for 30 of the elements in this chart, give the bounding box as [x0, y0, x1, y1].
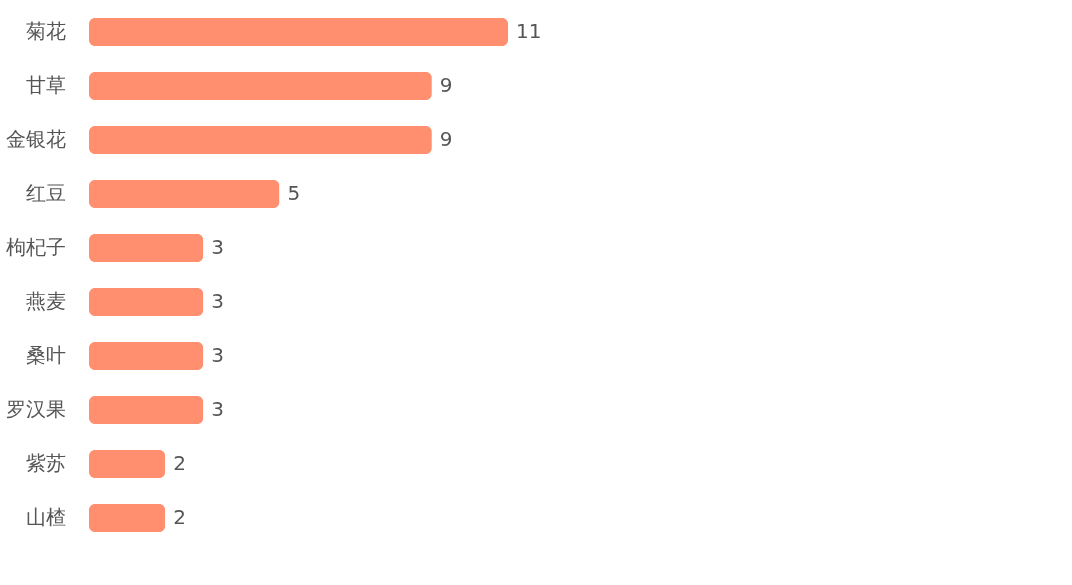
bar	[89, 504, 166, 532]
data-label: 2	[173, 505, 186, 529]
bar	[89, 234, 204, 262]
y-tick-label: 菊花	[25, 19, 66, 43]
y-tick-label: 甘草	[25, 73, 66, 97]
data-label: 9	[439, 127, 453, 151]
bar	[89, 288, 204, 316]
bar	[89, 72, 432, 100]
data-label: 9	[439, 73, 453, 97]
data-label: 3	[211, 235, 225, 259]
data-label: 3	[211, 397, 225, 421]
bar	[89, 18, 509, 46]
bar	[89, 342, 204, 370]
y-tick-label: 燕麦	[25, 289, 66, 313]
bar	[89, 450, 166, 478]
y-tick-label: 罗汉果	[5, 397, 66, 421]
y-tick-label: 紫苏	[25, 451, 66, 475]
data-label: 5	[287, 181, 301, 205]
y-tick-label: 桑叶	[25, 343, 66, 367]
data-label: 11	[516, 19, 542, 43]
y-tick-label: 枸杞子	[5, 235, 66, 259]
bar	[89, 126, 432, 154]
data-label: 3	[211, 343, 225, 367]
data-label: 2	[173, 451, 186, 475]
data-label: 3	[211, 289, 225, 313]
y-tick-label: 红豆	[25, 181, 66, 205]
bar	[89, 180, 280, 208]
y-tick-label: 山楂	[25, 505, 66, 529]
bar	[89, 396, 204, 424]
y-tick-label: 金银花	[5, 127, 66, 151]
